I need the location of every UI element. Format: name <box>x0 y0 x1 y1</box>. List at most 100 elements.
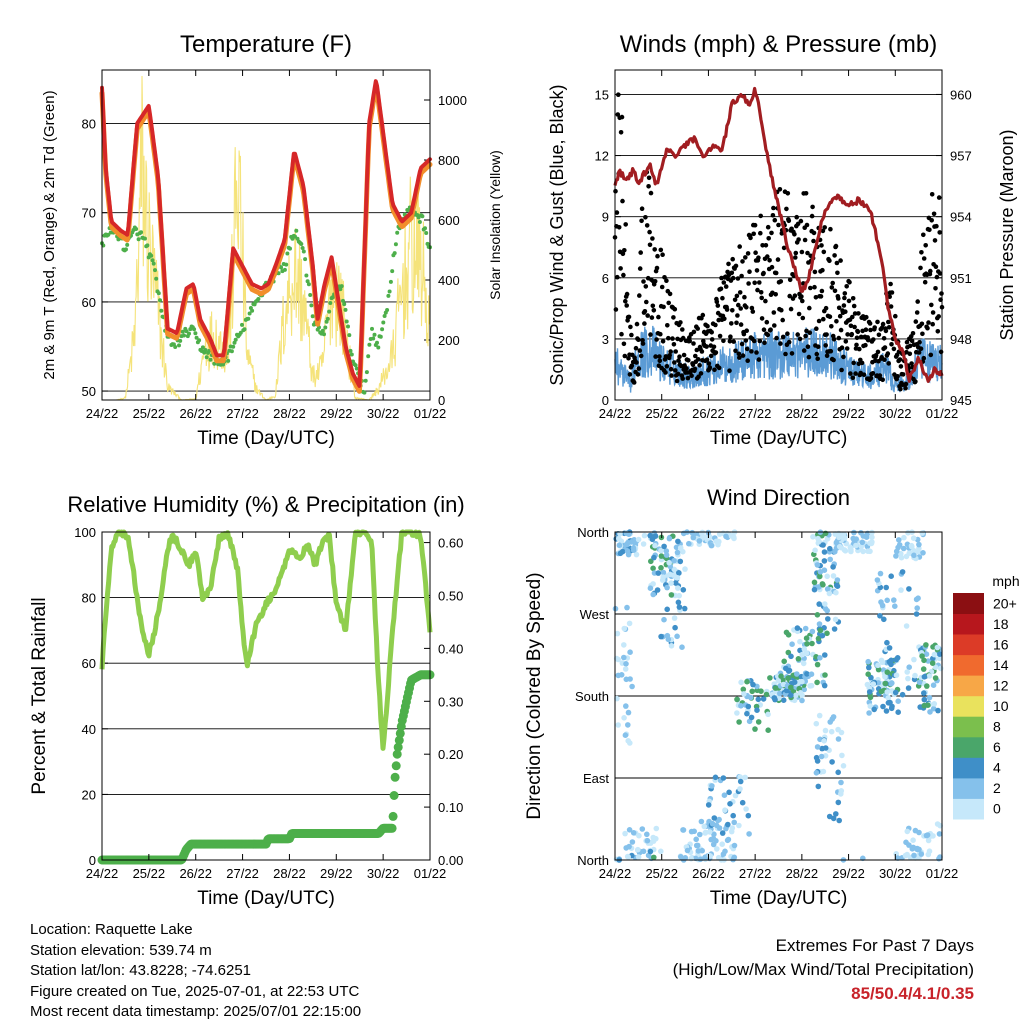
dewpoint-point <box>367 342 372 347</box>
direction-point <box>926 848 933 854</box>
extremes-box: Extremes For Past 7 Days (High/Low/Max W… <box>673 934 974 1006</box>
dewpoint-point <box>194 335 199 340</box>
gust-point <box>694 347 700 353</box>
gust-point <box>934 274 940 280</box>
gust-point <box>898 364 904 369</box>
gust-point <box>624 303 629 308</box>
direction-point <box>682 855 689 861</box>
winds-ytick-label: 12 <box>595 149 609 164</box>
direction-point <box>892 689 899 696</box>
direction-point <box>626 620 633 627</box>
direction-point <box>663 552 670 558</box>
direction-point <box>744 710 750 717</box>
gust-point <box>663 370 668 375</box>
direction-point <box>905 530 911 536</box>
humidity-ytick-label: 40 <box>82 722 96 737</box>
direction-point <box>799 651 805 658</box>
direction-xtick-label: 24/22 <box>599 866 632 881</box>
colorbar-label: 12 <box>993 677 1009 693</box>
gust-point <box>909 338 915 344</box>
gust-point <box>856 311 861 316</box>
gust-point <box>936 195 942 200</box>
direction-point <box>765 711 771 718</box>
direction-point <box>821 738 827 744</box>
direction-point <box>905 685 912 691</box>
gust-point <box>668 349 673 354</box>
station-latlon: Station lat/lon: 43.8228; -74.6251 <box>30 962 252 979</box>
gust-point <box>811 230 817 236</box>
gust-point <box>935 329 941 334</box>
direction-point <box>660 574 666 580</box>
gust-point <box>744 305 749 310</box>
direction-point <box>647 585 654 591</box>
gust-point <box>934 223 939 229</box>
direction-point <box>676 570 682 576</box>
direction-point <box>935 707 941 714</box>
direction-point <box>936 831 943 837</box>
gust-point <box>643 284 649 289</box>
direction-point <box>921 702 928 709</box>
winds-ytick2-label: 945 <box>950 393 972 408</box>
direction-point <box>817 569 824 575</box>
direction-point <box>664 584 670 591</box>
dewpoint-point <box>392 251 397 256</box>
colorbar-swatch <box>953 777 984 799</box>
direction-point <box>921 657 927 664</box>
direction-point <box>635 854 642 860</box>
direction-point <box>622 830 628 837</box>
direction-point <box>814 744 821 750</box>
direction-point <box>826 590 833 597</box>
gust-point <box>799 249 805 255</box>
gust-point <box>834 260 840 266</box>
direction-point <box>863 534 870 540</box>
gust-point <box>673 368 678 373</box>
gust-point <box>686 358 691 363</box>
direction-point <box>738 679 744 686</box>
direction-point <box>767 675 773 681</box>
extremes-value: 85/50.4/4.1/0.35 <box>851 984 974 1003</box>
direction-point <box>678 854 684 860</box>
direction-point <box>652 542 658 549</box>
gust-point <box>637 293 642 298</box>
gust-point <box>739 341 745 347</box>
dewpoint-point <box>322 332 326 337</box>
direction-point <box>651 554 657 561</box>
gust-point <box>772 323 777 328</box>
dewpoint-point <box>364 370 369 375</box>
direction-point <box>923 651 930 657</box>
colorbar-label: 2 <box>993 780 1001 796</box>
direction-point <box>884 689 890 695</box>
gust-point <box>695 357 701 362</box>
gust-point <box>809 213 815 219</box>
gust-point <box>784 206 789 212</box>
gust-point <box>887 294 892 300</box>
dewpoint-point <box>372 332 377 337</box>
direction-point <box>904 669 910 675</box>
gust-point <box>838 258 843 263</box>
gust-point <box>665 323 670 328</box>
gust-point <box>648 190 654 196</box>
direction-point <box>853 536 859 542</box>
direction-point <box>668 643 675 649</box>
gust-point <box>928 268 933 274</box>
direction-point <box>799 697 805 704</box>
temperature-xtick-label: 01/22 <box>414 406 447 421</box>
gust-point <box>854 335 860 341</box>
direction-point <box>680 827 686 833</box>
gust-point <box>798 218 804 224</box>
colorbar-label: 14 <box>993 657 1009 673</box>
dewpoint-point <box>362 390 367 395</box>
gust-point <box>788 306 794 312</box>
gust-point <box>868 327 873 333</box>
direction-point <box>804 671 810 677</box>
gust-point <box>828 348 834 354</box>
direction-point <box>693 836 699 843</box>
direction-point <box>629 839 636 845</box>
gust-point <box>652 247 657 252</box>
gust-point <box>664 364 670 369</box>
dewpoint-point <box>385 308 390 312</box>
gust-point <box>919 321 925 327</box>
direction-point <box>648 558 654 565</box>
gust-point <box>736 302 741 308</box>
direction-point <box>931 651 938 658</box>
